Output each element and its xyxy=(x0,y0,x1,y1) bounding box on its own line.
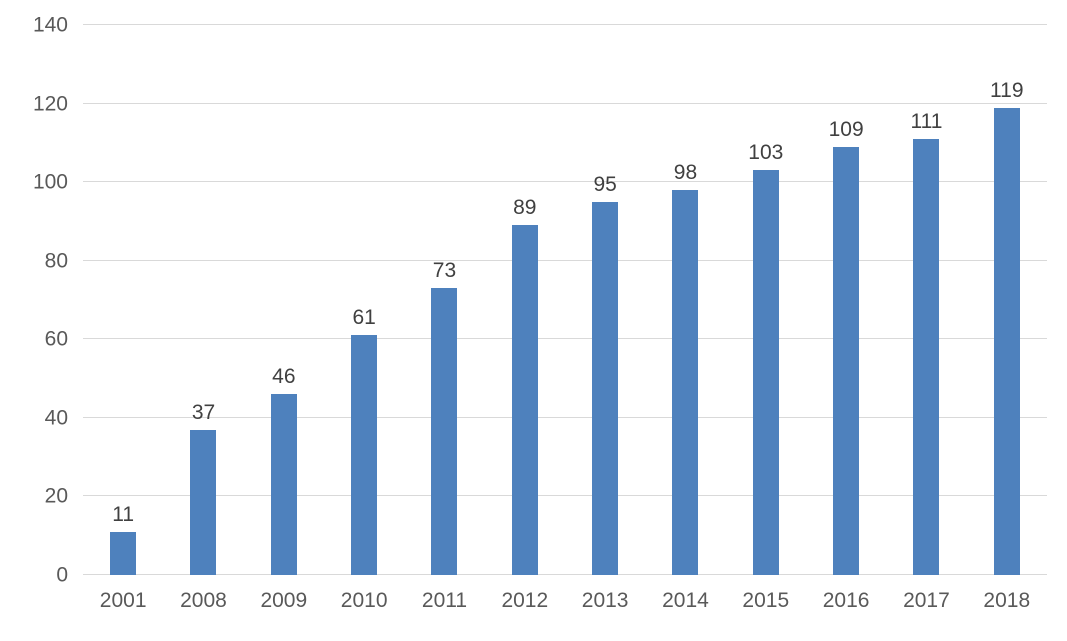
x-tick-label: 2001 xyxy=(99,589,147,612)
bar-data-label: 109 xyxy=(828,117,864,141)
gridline xyxy=(83,416,1047,418)
bar xyxy=(913,138,940,575)
bar-column: 46 2009 xyxy=(244,25,324,611)
gridline xyxy=(83,338,1047,340)
plot-area: 11 2001 37 2008 46 2009 61 2010 73 2011 89 2012 95 20… xyxy=(83,24,1047,612)
bar-data-label: 95 xyxy=(593,172,617,196)
bar-column: 111 2017 xyxy=(886,25,966,611)
gridline xyxy=(83,181,1047,183)
x-tick-label: 2011 xyxy=(421,589,468,612)
bar xyxy=(110,531,137,575)
bar-series: 11 2001 37 2008 46 2009 61 2010 73 2011 89 2012 95 20… xyxy=(83,25,1047,612)
y-tick-label: 0 xyxy=(56,563,68,587)
x-tick-label: 2010 xyxy=(340,589,388,612)
y-tick-label: 80 xyxy=(44,249,68,273)
y-tick-label: 40 xyxy=(44,406,68,430)
bar xyxy=(833,146,860,575)
bar-data-label: 119 xyxy=(990,78,1024,102)
x-tick-label: 2017 xyxy=(903,589,950,612)
bar xyxy=(672,190,699,575)
bar xyxy=(270,394,297,575)
bar xyxy=(993,107,1020,575)
bar-column: 109 2016 xyxy=(806,25,886,611)
gridline xyxy=(83,574,1047,575)
bar-column: 73 2011 xyxy=(404,25,484,611)
bar-data-label: 98 xyxy=(673,161,698,184)
y-tick-label: 20 xyxy=(44,484,68,508)
x-tick-label: 2018 xyxy=(983,589,1031,612)
x-tick-label: 2013 xyxy=(581,589,629,612)
bar xyxy=(190,429,217,575)
bar-column: 11 2001 xyxy=(83,25,163,611)
bar xyxy=(511,225,538,575)
bar-data-label: 111 xyxy=(910,109,943,133)
x-tick-label: 2016 xyxy=(822,589,870,612)
x-tick-label: 2009 xyxy=(260,589,308,612)
gridline xyxy=(83,102,1047,104)
bar-data-label: 46 xyxy=(272,365,296,389)
y-tick-label: 60 xyxy=(44,327,68,351)
bar-column: 95 2013 xyxy=(565,25,645,611)
gridline xyxy=(83,24,1047,25)
x-tick-label: 2015 xyxy=(742,589,790,612)
bar-column: 89 2012 xyxy=(485,25,565,611)
bar-column: 37 2008 xyxy=(163,25,243,611)
x-tick-label: 2014 xyxy=(662,589,709,612)
x-tick-label: 2012 xyxy=(501,589,549,612)
bar-data-label: 103 xyxy=(748,141,784,165)
bar-column: 98 2014 xyxy=(645,25,725,611)
gridline xyxy=(83,259,1047,261)
y-tick-label: 120 xyxy=(32,92,68,116)
bar xyxy=(752,170,779,575)
bar-column: 119 2018 xyxy=(967,25,1047,612)
bar xyxy=(431,288,458,575)
y-tick-label: 100 xyxy=(32,170,68,194)
bar-column: 61 2010 xyxy=(324,25,404,611)
bar-data-label: 61 xyxy=(352,306,376,330)
bar-data-label: 73 xyxy=(432,259,457,283)
bar-column: 103 2015 xyxy=(726,25,806,611)
x-tick-label: 2008 xyxy=(180,589,227,612)
bar-data-label: 89 xyxy=(513,196,537,220)
bar-data-label: 11 xyxy=(112,502,135,526)
bar-data-label: 37 xyxy=(191,400,216,424)
y-tick-label: 140 xyxy=(32,13,68,37)
bar xyxy=(592,201,619,575)
bar xyxy=(351,335,378,575)
gridline xyxy=(83,495,1047,497)
